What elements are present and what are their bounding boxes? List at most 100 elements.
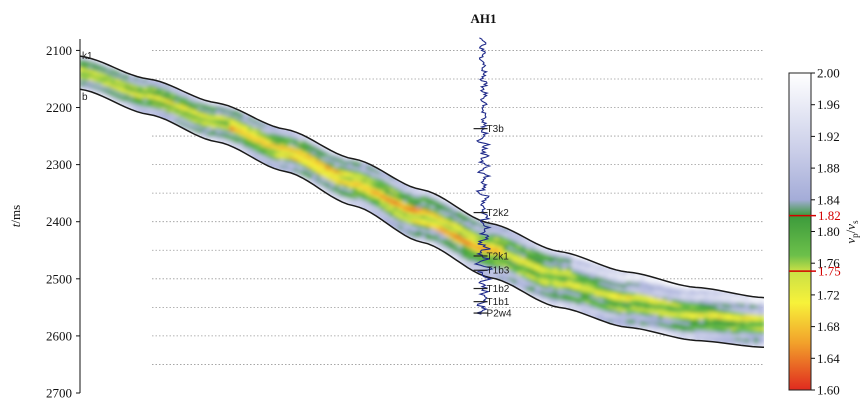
ratio-cell: [676, 317, 683, 323]
ratio-cell: [530, 275, 537, 282]
ratio-cell: [402, 183, 410, 189]
ratio-cell: [434, 237, 442, 243]
ratio-cell: [667, 294, 674, 301]
ratio-cell: [206, 134, 214, 139]
ratio-cell: [398, 229, 405, 235]
ratio-cell: [690, 299, 697, 305]
ratio-cell: [165, 115, 173, 120]
ratio-cell: [758, 336, 764, 342]
ratio-cell: [284, 128, 291, 134]
ratio-cell: [712, 328, 720, 334]
ratio-cell: [288, 167, 296, 172]
ratio-cell: [489, 273, 496, 280]
ratio-cell: [311, 173, 319, 179]
ratio-cell: [156, 105, 164, 110]
ratio-cell: [758, 343, 764, 348]
ratio-cell: [589, 274, 597, 281]
ratio-cell: [521, 270, 528, 277]
ratio-cell: [603, 272, 610, 279]
ratio-cell: [329, 187, 337, 193]
ratio-cell: [667, 304, 674, 311]
ratio-cell: [571, 281, 579, 288]
ratio-cell: [548, 266, 556, 272]
ratio-cell: [361, 181, 369, 187]
ratio-cell: [544, 261, 551, 267]
ratio-cell: [731, 302, 738, 308]
ratio-cell: [462, 255, 469, 261]
ratio-cell: [471, 243, 478, 249]
ratio-cell: [152, 92, 159, 97]
ratio-cell: [83, 70, 91, 75]
ratio-cell: [106, 85, 113, 90]
ratio-cell: [348, 189, 355, 195]
ratio-cell: [334, 152, 341, 158]
ratio-cell: [416, 188, 423, 194]
ratio-cell: [120, 103, 127, 108]
ratio-cell: [548, 259, 556, 265]
ratio-cell: [307, 143, 314, 149]
ratio-cell: [649, 320, 656, 326]
ratio-cell: [197, 119, 205, 124]
ratio-cell: [512, 265, 519, 272]
ratio-cell: [580, 298, 588, 305]
ratio-cell: [156, 85, 164, 90]
ratio-cell: [758, 340, 764, 346]
ratio-cell: [722, 310, 729, 316]
ratio-cell: [594, 269, 601, 275]
ratio-cell: [375, 168, 382, 173]
ratio-cell: [206, 132, 214, 137]
ratio-cell: [726, 336, 734, 342]
ratio-cell: [156, 87, 164, 92]
ratio-cell: [753, 296, 761, 302]
ratio-cell: [297, 168, 305, 173]
ratio-cell: [667, 288, 674, 294]
ratio-cell: [466, 227, 474, 233]
ratio-cell: [712, 302, 720, 308]
ratio-cell: [220, 135, 227, 140]
ratio-cell: [247, 153, 255, 158]
ratio-cell: [525, 238, 533, 245]
ratio-cell: [348, 183, 355, 189]
ratio-cell: [343, 176, 351, 182]
ratio-cell: [243, 137, 250, 143]
ratio-cell: [224, 109, 232, 114]
ratio-cell: [416, 230, 423, 237]
ratio-cell: [297, 149, 305, 155]
ratio-cell: [256, 140, 264, 145]
ratio-cell: [626, 295, 633, 301]
ratio-cell: [535, 295, 542, 302]
ratio-cell: [722, 306, 729, 312]
ratio-cell: [124, 89, 132, 94]
ratio-cell: [402, 196, 410, 202]
ratio-cell: [475, 218, 483, 225]
ratio-cell: [348, 169, 355, 175]
ratio-cell: [92, 86, 100, 91]
ratio-cell: [452, 205, 460, 211]
ratio-cell: [494, 240, 501, 247]
ratio-cell: [617, 280, 624, 286]
ratio-cell: [430, 231, 437, 238]
ratio-cell: [548, 294, 556, 300]
ratio-cell: [731, 324, 738, 330]
ratio-cell: [553, 274, 560, 280]
ratio-cell: [398, 206, 405, 212]
ratio-cell: [375, 195, 382, 201]
ratio-cell: [731, 327, 738, 333]
ratio-cell: [302, 157, 309, 162]
ratio-cell: [617, 318, 624, 324]
ratio-cell: [649, 299, 656, 306]
ratio-cell: [662, 313, 670, 320]
ratio-cell: [694, 299, 702, 306]
ratio-cell: [270, 164, 278, 170]
ratio-cell: [97, 73, 104, 78]
ratio-cell: [238, 135, 246, 140]
ratio-cell: [521, 274, 528, 280]
ratio-cell: [398, 203, 405, 209]
ratio-cell: [489, 260, 496, 266]
ratio-cell: [329, 156, 337, 162]
ratio-cell: [735, 302, 743, 308]
ratio-cell: [753, 311, 761, 317]
ratio-cell: [649, 296, 656, 302]
ratio-cell: [439, 226, 446, 233]
